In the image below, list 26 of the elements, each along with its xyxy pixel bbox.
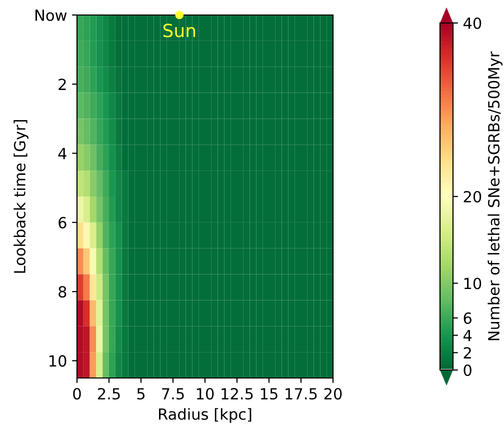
color-bar-label: 40	[463, 17, 482, 30]
x-tick-label: 10	[196, 388, 214, 400]
x-tick-label: 12.5	[222, 388, 253, 400]
y-tick-label: 2	[58, 78, 66, 90]
y-tick-label: 6	[58, 216, 66, 228]
x-axis-title: Radius [kpc]	[159, 408, 252, 423]
x-tick-label: 20	[324, 388, 342, 400]
x-tick-label: 15	[260, 388, 278, 400]
x-tick-label: 17.5	[286, 388, 317, 400]
color-bar-label: 0	[464, 364, 472, 376]
color-bar-label: 20	[464, 190, 482, 203]
y-tick-label: 8	[58, 286, 66, 298]
x-tick-label: 5	[137, 388, 145, 400]
color-bar-label: 10	[464, 278, 482, 290]
x-tick-label: 0	[73, 388, 81, 400]
annotation: Sun	[163, 24, 196, 38]
x-tick-label: 2.5	[98, 388, 120, 400]
color-bar-label: 2	[464, 347, 471, 358]
x-tick-label: 7.5	[162, 388, 184, 400]
color-bar-label: 4	[463, 330, 472, 342]
y-tick-label: 10	[50, 355, 66, 367]
y-tick-label: 4	[58, 148, 66, 160]
color-bar-title: Number of lethal SNe+SGRBs/500Myr	[488, 51, 503, 340]
y-axis-title: Lookback time [Gyr]	[14, 120, 28, 273]
y-tick-label: Now	[36, 10, 67, 22]
color-bar-label: 6	[464, 312, 472, 324]
